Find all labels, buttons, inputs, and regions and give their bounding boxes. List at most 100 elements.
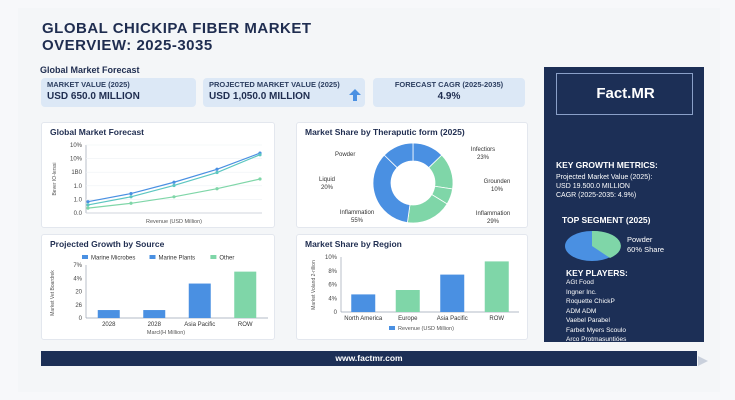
legend-label: Marine Plants: [159, 256, 196, 262]
x-tick-label: 2028: [102, 322, 116, 328]
list-item: Ingner Inc.: [566, 288, 597, 296]
legend-swatch: [210, 255, 217, 259]
list-item: Vaebel Parabel: [566, 317, 610, 324]
segment-pie-powder: [592, 230, 621, 258]
bar: [97, 310, 120, 318]
kpi-projected-value: PROJECTED MARKET VALUE (2025) USD 1,050.…: [203, 78, 365, 107]
list-item: ADM ADM: [566, 307, 597, 315]
data-point: [86, 200, 90, 204]
y-tick-label: 0.0: [74, 211, 83, 217]
bar: [440, 274, 465, 312]
y-tick-label: 20: [75, 290, 82, 296]
y-tick-label: 1.0: [74, 197, 83, 203]
segment-name: Powder: [627, 235, 653, 244]
key-players-heading: KEY PLAYERS:: [566, 268, 628, 278]
legend-swatch: [389, 326, 395, 330]
footer-url[interactable]: www.factmr.com: [41, 351, 697, 366]
slice-value: 23%: [477, 155, 490, 161]
kpi-label: FORECAST CAGR (2025-2035): [394, 80, 504, 89]
data-point: [129, 191, 133, 196]
x-axis-label: Marcl(H Million): [147, 330, 185, 336]
kpi-value: 4.9%: [437, 91, 461, 102]
bar: [143, 310, 166, 318]
growth-metric-line: Projected Market Value (2025):: [556, 174, 653, 181]
x-axis-label: Revenue (USD Million): [146, 219, 202, 225]
x-tick-label: Asia Pacific: [184, 322, 215, 328]
x-tick-label: North America: [344, 316, 383, 322]
growth-metrics-heading: KEY GROWTH METRICS:: [556, 160, 658, 170]
kpi-forecast-cagr: FORECAST CAGR (2025-2035) 4.9%: [373, 78, 525, 107]
legend-swatch: [82, 255, 88, 259]
chart-title: Market Share by Theraputic form (2025): [305, 127, 465, 137]
bar: [234, 271, 257, 318]
bar-chart-source: Marine Microbes Marine Plants Other7%4%202…: [50, 255, 268, 336]
x-tick-label: ROW: [489, 316, 504, 322]
slice-label: Inflammation: [340, 210, 374, 216]
slice-value: 10%: [491, 187, 504, 193]
y-axis-label: Market Vet Boardrek: [50, 270, 56, 316]
chart-title: Global Market Forecast: [50, 127, 145, 137]
y-tick-label: 0: [334, 310, 338, 316]
kpi-label: MARKET VALUE (2025): [47, 80, 130, 89]
segment-pie-chart: [565, 230, 621, 261]
bar: [188, 283, 211, 318]
slice-label: Infectiors: [471, 147, 495, 153]
page-title: GLOBAL CHICKIPA FIBER MARKET OVERVIEW: 2…: [42, 20, 312, 54]
y-axis-label: Market Voland 2-rillion: [311, 260, 317, 310]
segment-share: 60% Share: [627, 245, 665, 254]
list-item: Farbet Myers Scoulo: [566, 326, 626, 334]
growth-metric-line: USD 19.500.0 MILLION: [556, 183, 630, 190]
slice-label: Liquid: [319, 177, 335, 183]
kpi-market-value: MARKET VALUE (2025) USD 650.0 MILLION: [41, 78, 196, 107]
next-arrow-icon[interactable]: [696, 355, 710, 367]
chart-title: Projected Growth by Source: [50, 239, 165, 249]
data-point: [258, 177, 262, 181]
line-chart: 10% 10% 1B0 1.0 1.0 0.0 Revenue (USD Million) B…: [52, 143, 262, 225]
top-segment-heading: TOP SEGMENT (2025): [562, 215, 651, 225]
y-tick-label: 10%: [325, 255, 338, 261]
data-point: [172, 195, 176, 199]
chart-card-growth-by-source: Projected Growth by Source Marine Microb…: [41, 234, 275, 340]
x-tick-label: Europe: [398, 316, 418, 322]
data-point: [172, 180, 176, 184]
y-axis-label: Bever IO-lerssi: [52, 162, 58, 195]
y-tick-label: 1B0: [71, 170, 82, 176]
bar-chart-region: 10% 8% 6% 4% 0 Market Voland 2-rillion North A…: [311, 255, 519, 332]
data-point: [129, 201, 133, 205]
data-point: [258, 153, 262, 157]
slice-value: 20%: [321, 185, 334, 191]
donut-slice: [372, 154, 411, 224]
legend-label: Other: [219, 256, 234, 262]
data-point: [215, 167, 219, 171]
x-tick-label: ROW: [238, 322, 253, 328]
y-tick-label: 10%: [70, 143, 83, 149]
chart-card-therapeutic-form: Market Share by Theraputic form (2025) P…: [296, 122, 528, 228]
top-segment-label: Powder 60% Share: [627, 235, 664, 255]
x-tick-label: 2028: [148, 322, 162, 328]
growth-metric-line: CAGR (2025-2035: 4.9%): [556, 192, 637, 199]
data-point: [215, 187, 219, 191]
slice-value: 29%: [487, 219, 500, 225]
y-tick-label: 8%: [328, 269, 337, 275]
sidebar-panel: Fact.MR KEY GROWTH METRICS: Projected Ma…: [544, 67, 704, 343]
data-point: [215, 170, 219, 175]
legend-label: Marine Microbes: [91, 256, 135, 262]
list-item: Roquette ChickP: [566, 298, 615, 305]
y-tick-label: 7%: [73, 263, 82, 269]
x-tick-label: Asia Pacific: [437, 316, 468, 322]
brand-logo: Fact.MR: [596, 85, 655, 102]
kpi-value: USD 1,050.0 MILLION: [209, 91, 311, 102]
arrow-up-icon: [349, 89, 361, 101]
kpi-label: PROJECTED MARKET VALUE (2025): [209, 80, 340, 89]
donut-slice: [383, 142, 414, 169]
slice-label: Inflammation: [476, 211, 510, 217]
y-tick-label: 10%: [70, 157, 83, 163]
data-point: [172, 183, 176, 188]
list-item: Arco Protmasuntióes: [566, 336, 627, 343]
y-tick-label: 26: [75, 303, 82, 309]
slice-value: 55%: [351, 218, 364, 224]
bar: [484, 261, 509, 312]
data-point: [86, 206, 90, 210]
brand-logo-box: Fact.MR: [556, 73, 693, 115]
data-point: [86, 203, 90, 207]
